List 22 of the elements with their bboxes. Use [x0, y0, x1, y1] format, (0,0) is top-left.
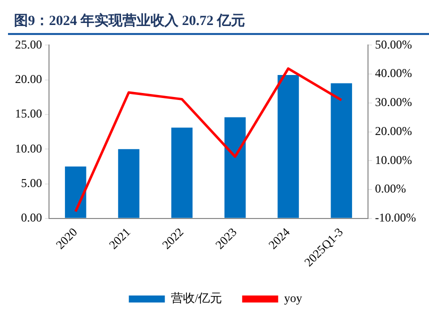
bar	[224, 117, 246, 218]
y2-tick-label: 20.00%	[375, 124, 412, 138]
chart-title: 图9：2024 年实现营业收入 20.72 亿元	[8, 8, 429, 35]
y2-tick-label: 10.00%	[375, 152, 412, 167]
bar	[330, 83, 352, 218]
y-tick-label: 5.00	[21, 176, 42, 190]
y2-tick-label: 30.00%	[375, 95, 412, 110]
y-tick-label: 0.00	[21, 210, 42, 225]
y-tick-label: 15.00	[15, 106, 42, 121]
bar	[64, 166, 86, 218]
y2-tick-label: 0.00%	[375, 182, 406, 196]
y2-tick-label: 50.00%	[375, 37, 412, 52]
y-tick-label: 25.00	[15, 37, 42, 52]
y2-tick-label: 40.00%	[375, 66, 412, 80]
y-tick-label: 10.00	[15, 141, 42, 156]
legend-label: 营收/亿元	[170, 291, 222, 306]
y2-tick-label: -10.00%	[375, 210, 416, 225]
bar	[278, 74, 299, 218]
bar	[171, 128, 193, 218]
bar	[118, 149, 140, 218]
legend-label: yoy	[284, 291, 302, 306]
y-tick-label: 20.00	[15, 72, 42, 86]
